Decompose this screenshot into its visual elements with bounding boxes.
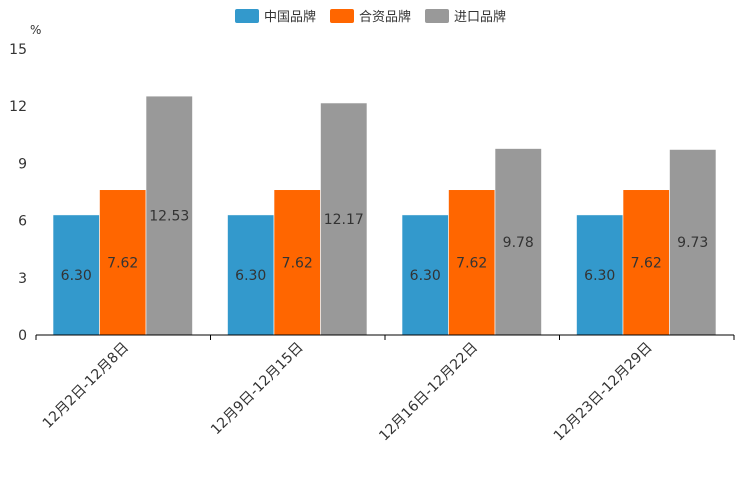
- bar[interactable]: [576, 214, 624, 336]
- legend-label: 中国品牌: [264, 9, 316, 25]
- x-category-label: 12月9日-12月15日: [208, 340, 307, 439]
- legend-item[interactable]: 合资品牌: [330, 9, 411, 25]
- x-axis: 12月2日-12月8日 12月9日-12月15日 12月16日-12月22日 12月2…: [35, 335, 735, 445]
- data-label: 6.30: [410, 268, 441, 284]
- y-tick-label: 12: [9, 99, 27, 115]
- data-label: 9.73: [677, 235, 708, 251]
- data-label: 9.78: [503, 235, 534, 251]
- data-labels: 6.30 7.62 12.53 6.30 7.62 12.17 6.30 7.62 9.78 6.…: [61, 209, 709, 284]
- bar[interactable]: [669, 149, 717, 336]
- bar[interactable]: [448, 189, 496, 336]
- legend-label: 合资品牌: [359, 9, 411, 25]
- data-label: 7.62: [282, 255, 313, 271]
- bar[interactable]: [99, 189, 147, 336]
- y-tick-label: 6: [18, 214, 27, 230]
- data-label: 7.62: [631, 255, 662, 271]
- legend-swatch: [425, 9, 449, 23]
- data-label: 6.30: [235, 268, 266, 284]
- y-tick-label: 15: [9, 42, 27, 58]
- legend-swatch: [330, 9, 354, 23]
- bar[interactable]: [227, 214, 275, 336]
- legend: 中国品牌 合资品牌 进口品牌: [235, 9, 506, 25]
- bar[interactable]: [52, 214, 100, 336]
- bar[interactable]: [273, 189, 321, 336]
- bar[interactable]: [145, 95, 193, 336]
- legend-swatch: [235, 9, 259, 23]
- bars: [52, 95, 717, 336]
- data-label: 6.30: [584, 268, 615, 284]
- x-category-label: 12月2日-12月8日: [40, 340, 132, 432]
- y-tick-label: 3: [18, 271, 27, 287]
- y-axis: 0 3 6 9 12 15: [9, 42, 27, 344]
- legend-item[interactable]: 中国品牌: [235, 9, 316, 25]
- data-label: 6.30: [61, 268, 92, 284]
- y-tick-label: 0: [18, 328, 27, 344]
- data-label: 12.53: [149, 209, 189, 225]
- legend-label: 进口品牌: [454, 9, 506, 25]
- data-label: 7.62: [107, 255, 138, 271]
- y-axis-unit: %: [30, 23, 41, 37]
- x-category-label: 12月23日-12月29日: [551, 340, 656, 445]
- data-label: 12.17: [324, 212, 364, 228]
- x-category-label: 12月16日-12月22日: [376, 340, 481, 445]
- bar[interactable]: [320, 102, 368, 336]
- legend-item[interactable]: 进口品牌: [425, 9, 506, 25]
- y-tick-label: 9: [18, 156, 27, 172]
- data-label: 7.62: [456, 255, 487, 271]
